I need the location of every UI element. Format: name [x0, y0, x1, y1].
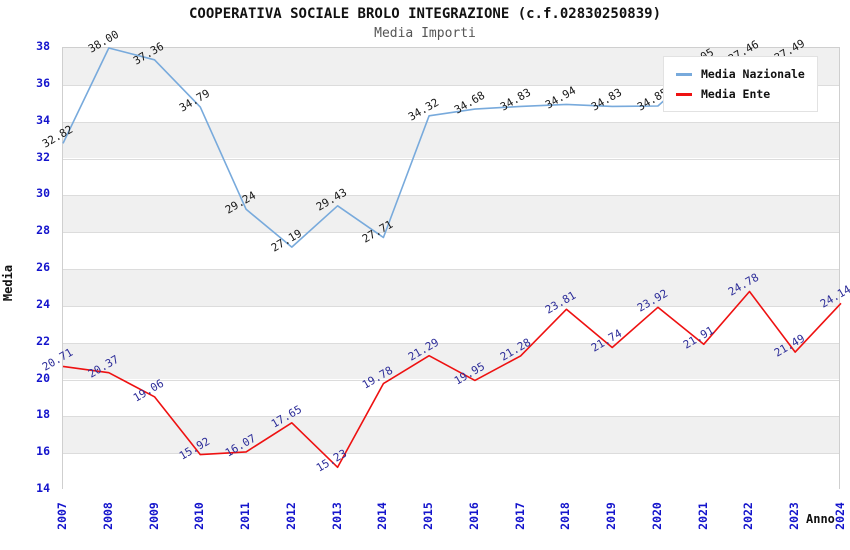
x-tick-label: 2016: [466, 502, 481, 530]
y-tick-label: 34: [36, 112, 50, 127]
gridline: [63, 379, 839, 381]
gridline: [63, 342, 839, 344]
gridline: [63, 195, 839, 197]
y-tick-label: 24: [36, 296, 50, 311]
gridline: [63, 84, 839, 86]
plot-area: 32.82 38.00 37.36 34.79 29.24 27.19 29.43 27.71…: [40, 28, 850, 490]
plot-band: [63, 342, 839, 380]
x-tick-label: 2019: [604, 502, 619, 530]
plot-band: [63, 416, 839, 454]
y-tick-label: 28: [36, 223, 50, 238]
x-tick-label: 2023: [787, 502, 802, 530]
y-tick-label: 14: [36, 481, 50, 495]
plot-band: [63, 453, 839, 490]
legend-line-swatch-icon: [676, 92, 692, 96]
x-tick-label: 2013: [329, 502, 344, 530]
x-tick-label: 2021: [695, 502, 710, 530]
gridline: [63, 158, 839, 160]
x-tick-label: 2009: [146, 502, 161, 530]
y-tick-label: 26: [36, 260, 50, 274]
chart-title: COOPERATIVA SOCIALE BROLO INTEGRAZIONE (…: [188, 6, 661, 22]
x-tick-label: 2017: [512, 502, 527, 530]
x-tick-label: 2008: [100, 502, 115, 530]
gridline: [63, 232, 839, 234]
legend: Media Nazionale Media Ente: [663, 56, 818, 112]
x-tick-label: 2024: [833, 502, 847, 530]
legend-item-label: Media Nazionale: [701, 67, 805, 81]
legend-item-label: Media Ente: [701, 87, 771, 101]
gridline: [63, 269, 839, 270]
x-tick-label: 2018: [558, 502, 573, 530]
y-tick-label: 22: [36, 333, 50, 348]
legend-line-swatch-icon: [676, 72, 692, 76]
plot-band: [63, 379, 839, 417]
x-tick-label: 2011: [238, 502, 253, 530]
x-tick-label: 2014: [375, 502, 390, 530]
y-tick-label: 20: [36, 370, 50, 385]
y-tick-label: 18: [36, 407, 50, 422]
x-tick-label: 2015: [421, 502, 436, 530]
y-tick-label: 30: [36, 186, 50, 201]
x-tick-label: 2012: [283, 502, 298, 530]
plot-band: [63, 195, 839, 233]
y-tick-label: 16: [36, 444, 50, 459]
gridline: [63, 121, 839, 123]
y-tick-label: 32: [36, 149, 50, 164]
plot-band: [63, 232, 839, 269]
x-axis-title: Anno: [806, 512, 835, 526]
plot-band: [63, 121, 839, 159]
x-tick-label: 2020: [649, 502, 664, 530]
x-tick-label: 2007: [55, 502, 69, 530]
y-tick-label: 36: [36, 75, 50, 90]
legend-item-media-ente: Media Ente: [676, 84, 805, 104]
x-tick-label: 2010: [192, 502, 207, 530]
legend-item-media-nazionale: Media Nazionale: [676, 64, 805, 84]
plot-band: [63, 269, 839, 306]
chart-subtitle: Media Importi: [374, 26, 476, 41]
plot-band: [63, 158, 839, 196]
series-line-media-ente: [62, 290, 842, 469]
gridline: [63, 305, 839, 307]
gridline: [63, 453, 839, 455]
y-tick-label: 38: [36, 39, 50, 53]
x-tick-label: 2022: [741, 502, 756, 530]
gridline: [63, 416, 839, 418]
